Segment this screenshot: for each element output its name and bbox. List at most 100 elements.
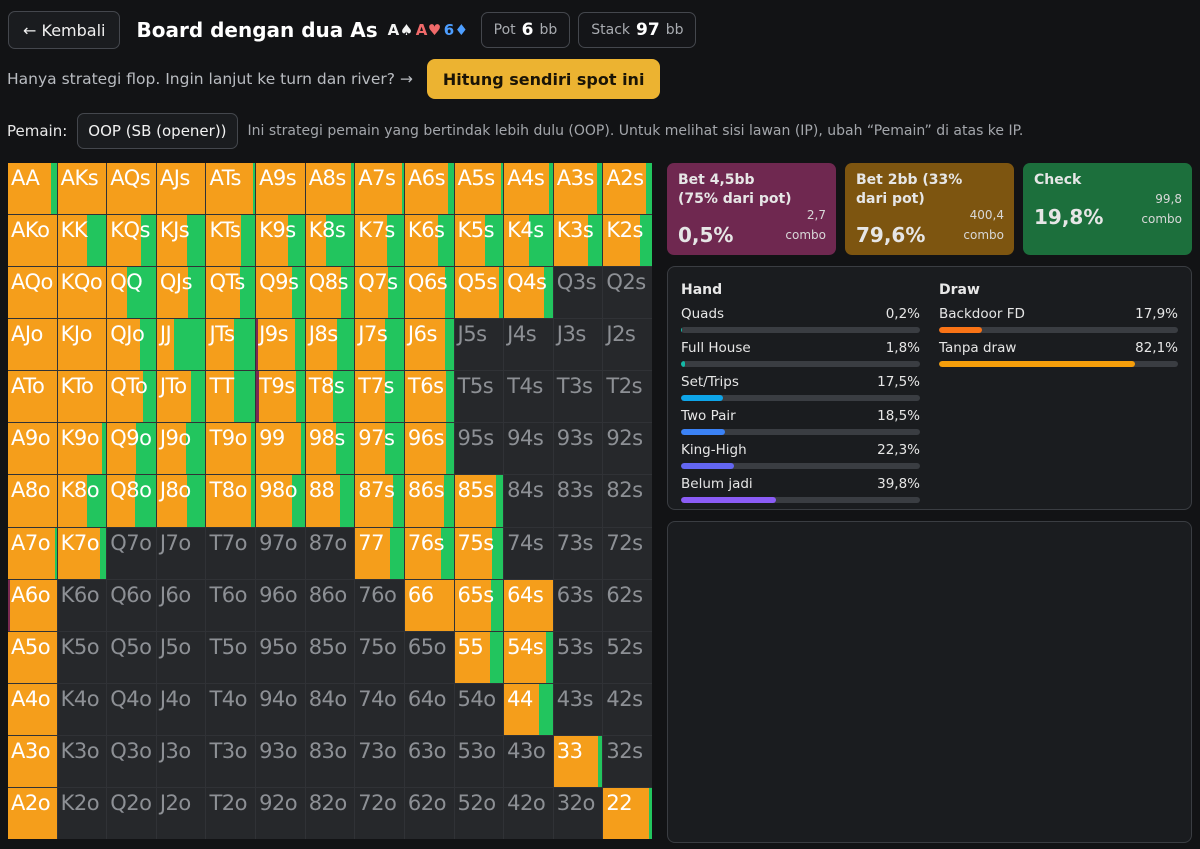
hand-cell-T7s[interactable]: T7s <box>355 371 404 423</box>
hand-cell-K2o[interactable]: K2o <box>57 787 107 839</box>
hand-cell-54s[interactable]: 54s <box>504 631 553 683</box>
hand-cell-T4s[interactable]: T4s <box>504 371 553 423</box>
hand-cell-QTo[interactable]: QTo <box>107 371 156 423</box>
hand-cell-T2s[interactable]: T2s <box>603 371 652 423</box>
hand-cell-83s[interactable]: 83s <box>553 475 603 527</box>
hand-cell-87o[interactable]: 87o <box>305 527 355 579</box>
hand-cell-63s[interactable]: 63s <box>553 579 603 631</box>
hand-cell-A8s[interactable]: A8s <box>305 163 355 215</box>
hand-cell-Q8s[interactable]: Q8s <box>305 267 355 319</box>
hand-cell-Q8o[interactable]: Q8o <box>107 475 156 527</box>
hand-cell-ATo[interactable]: ATo <box>8 371 57 423</box>
hand-cell-82s[interactable]: 82s <box>603 475 652 527</box>
hand-cell-76s[interactable]: 76s <box>404 527 454 579</box>
hand-cell-43o[interactable]: 43o <box>504 735 553 787</box>
hand-cell-Q5s[interactable]: Q5s <box>454 267 504 319</box>
hand-cell-73s[interactable]: 73s <box>553 527 603 579</box>
hand-cell-KK[interactable]: KK <box>57 215 107 267</box>
hand-cell-73o[interactable]: 73o <box>355 735 404 787</box>
hand-cell-74o[interactable]: 74o <box>355 683 404 735</box>
hand-cell-AQs[interactable]: AQs <box>107 163 156 215</box>
hand-cell-QQ[interactable]: QQ <box>107 267 156 319</box>
hand-cell-93o[interactable]: 93o <box>256 735 305 787</box>
hand-cell-53s[interactable]: 53s <box>553 631 603 683</box>
hand-cell-K5s[interactable]: K5s <box>454 215 504 267</box>
hand-cell-J7s[interactable]: J7s <box>355 319 404 371</box>
hand-cell-Q9o[interactable]: Q9o <box>107 423 156 475</box>
player-select[interactable]: OOP (SB (opener)) <box>77 113 238 149</box>
hand-cell-Q3s[interactable]: Q3s <box>553 267 603 319</box>
hand-cell-Q7s[interactable]: Q7s <box>355 267 404 319</box>
hand-cell-A7o[interactable]: A7o <box>8 527 57 579</box>
hand-cell-A4s[interactable]: A4s <box>504 163 553 215</box>
hand-cell-K9o[interactable]: K9o <box>57 423 107 475</box>
hand-cell-86s[interactable]: 86s <box>404 475 454 527</box>
calculate-spot-button[interactable]: Hitung sendiri spot ini <box>426 59 661 99</box>
hand-cell-JTs[interactable]: JTs <box>206 319 256 371</box>
hand-cell-52o[interactable]: 52o <box>454 787 504 839</box>
hand-cell-85s[interactable]: 85s <box>454 475 504 527</box>
hand-cell-98o[interactable]: 98o <box>256 475 305 527</box>
hand-cell-97s[interactable]: 97s <box>355 423 404 475</box>
hand-cell-T3o[interactable]: T3o <box>206 735 256 787</box>
hand-cell-96s[interactable]: 96s <box>404 423 454 475</box>
hand-cell-K3o[interactable]: K3o <box>57 735 107 787</box>
hand-cell-72s[interactable]: 72s <box>603 527 652 579</box>
hand-cell-64s[interactable]: 64s <box>504 579 553 631</box>
hand-cell-84s[interactable]: 84s <box>504 475 553 527</box>
hand-cell-44[interactable]: 44 <box>504 683 553 735</box>
hand-cell-K7s[interactable]: K7s <box>355 215 404 267</box>
hand-cell-ATs[interactable]: ATs <box>206 163 256 215</box>
hand-cell-AQo[interactable]: AQo <box>8 267 57 319</box>
hand-cell-K3s[interactable]: K3s <box>553 215 603 267</box>
back-button[interactable]: ← Kembali <box>8 11 121 49</box>
hand-cell-76o[interactable]: 76o <box>355 579 404 631</box>
hand-cell-KTo[interactable]: KTo <box>57 371 107 423</box>
hand-cell-T6s[interactable]: T6s <box>404 371 454 423</box>
hand-cell-QTs[interactable]: QTs <box>206 267 256 319</box>
hand-cell-94o[interactable]: 94o <box>256 683 305 735</box>
hand-cell-T6o[interactable]: T6o <box>206 579 256 631</box>
hand-cell-72o[interactable]: 72o <box>355 787 404 839</box>
hand-cell-AKo[interactable]: AKo <box>8 215 57 267</box>
hand-cell-Q9s[interactable]: Q9s <box>256 267 305 319</box>
hand-cell-A8o[interactable]: A8o <box>8 475 57 527</box>
hand-cell-J5s[interactable]: J5s <box>454 319 504 371</box>
hand-cell-A4o[interactable]: A4o <box>8 683 57 735</box>
action-card-check[interactable]: Check 19,8% 99,8 combo <box>1023 163 1192 255</box>
hand-cell-K2s[interactable]: K2s <box>603 215 652 267</box>
hand-cell-A5s[interactable]: A5s <box>454 163 504 215</box>
hand-cell-K8o[interactable]: K8o <box>57 475 107 527</box>
hand-cell-K4s[interactable]: K4s <box>504 215 553 267</box>
hand-cell-JJ[interactable]: JJ <box>156 319 206 371</box>
hand-cell-K4o[interactable]: K4o <box>57 683 107 735</box>
hand-cell-82o[interactable]: 82o <box>305 787 355 839</box>
hand-cell-42s[interactable]: 42s <box>603 683 652 735</box>
hand-cell-T8s[interactable]: T8s <box>305 371 355 423</box>
hand-cell-JTo[interactable]: JTo <box>156 371 206 423</box>
hand-cell-QJo[interactable]: QJo <box>107 319 156 371</box>
hand-cell-KTs[interactable]: KTs <box>206 215 256 267</box>
hand-cell-Q2o[interactable]: Q2o <box>107 787 156 839</box>
hand-cell-TT[interactable]: TT <box>206 371 256 423</box>
hand-cell-J8o[interactable]: J8o <box>156 475 206 527</box>
hand-cell-K6o[interactable]: K6o <box>57 579 107 631</box>
hand-cell-A6s[interactable]: A6s <box>404 163 454 215</box>
hand-cell-Q3o[interactable]: Q3o <box>107 735 156 787</box>
hand-cell-J6o[interactable]: J6o <box>156 579 206 631</box>
hand-cell-95o[interactable]: 95o <box>256 631 305 683</box>
hand-cell-K5o[interactable]: K5o <box>57 631 107 683</box>
hand-cell-J3s[interactable]: J3s <box>553 319 603 371</box>
hand-cell-75o[interactable]: 75o <box>355 631 404 683</box>
hand-cell-T7o[interactable]: T7o <box>206 527 256 579</box>
hand-cell-J4o[interactable]: J4o <box>156 683 206 735</box>
hand-cell-77[interactable]: 77 <box>355 527 404 579</box>
hand-cell-KJo[interactable]: KJo <box>57 319 107 371</box>
hand-cell-A2o[interactable]: A2o <box>8 787 57 839</box>
hand-cell-A3o[interactable]: A3o <box>8 735 57 787</box>
hand-cell-K9s[interactable]: K9s <box>256 215 305 267</box>
hand-cell-A5o[interactable]: A5o <box>8 631 57 683</box>
hand-cell-42o[interactable]: 42o <box>504 787 553 839</box>
hand-cell-J5o[interactable]: J5o <box>156 631 206 683</box>
hand-cell-32o[interactable]: 32o <box>553 787 603 839</box>
